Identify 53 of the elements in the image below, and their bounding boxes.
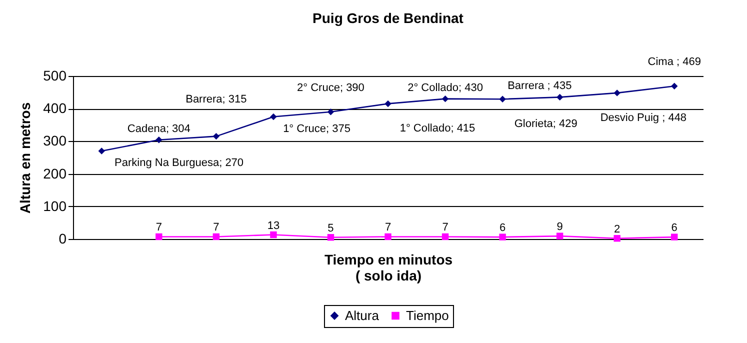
- data-label: Cadena; 304: [127, 122, 190, 135]
- y-tick-label: 200: [43, 165, 67, 182]
- y-tick-label: 300: [43, 132, 67, 149]
- data-label: 9: [556, 221, 563, 234]
- legend-label: Tiempo: [406, 308, 449, 323]
- point: [671, 82, 678, 90]
- y-tick-label: 100: [43, 198, 67, 214]
- point: [442, 233, 449, 240]
- point: [270, 231, 277, 238]
- data-label: 7: [442, 222, 448, 234]
- data-label: 7: [384, 222, 392, 234]
- point: [499, 234, 506, 240]
- y-tick-label: 0: [58, 230, 67, 246]
- data-label: Desvio Puig ; 448: [600, 112, 687, 124]
- point: [556, 232, 564, 240]
- point: [98, 148, 105, 154]
- point: [442, 95, 449, 102]
- point: [499, 96, 506, 102]
- data-label: 6: [499, 222, 506, 234]
- point: [212, 233, 220, 240]
- y-tick-label: 400: [43, 100, 67, 116]
- point: [212, 132, 220, 140]
- legend-label: Altura: [345, 308, 380, 323]
- point: [556, 94, 564, 101]
- data-label: Glorieta; 429: [514, 118, 578, 130]
- point: [614, 90, 620, 96]
- chart-title: Puig Gros de Bendinat: [312, 10, 464, 26]
- data-label: 7: [213, 222, 220, 234]
- data-label: Barrera ; 435: [508, 80, 572, 92]
- point: [327, 108, 334, 116]
- y-axis-title: Altura en metros: [17, 102, 34, 214]
- point: [327, 234, 334, 241]
- point: [384, 100, 392, 108]
- data-label: 13: [267, 220, 280, 232]
- data-label: 6: [671, 222, 678, 234]
- data-label: 7: [156, 222, 162, 234]
- data-label: Cima ; 469: [648, 56, 701, 68]
- point: [671, 234, 678, 240]
- data-label: 2° Cruce; 390: [297, 82, 364, 94]
- y-tick-label: 500: [43, 68, 67, 84]
- data-label: 1° Cruce; 375: [283, 122, 350, 135]
- data-label: 2: [614, 223, 620, 236]
- data-label: 2° Collado; 430: [408, 82, 483, 94]
- point: [270, 113, 277, 120]
- data-label: 5: [328, 222, 334, 234]
- data-label: 1° Collado; 415: [400, 122, 476, 135]
- x-axis-title: Tiempo en minutos ( solo ida): [324, 252, 453, 284]
- point: [156, 136, 162, 144]
- point: [614, 234, 620, 242]
- data-label: Barrera; 315: [186, 93, 247, 106]
- data-label: Parking Na Burguesa; 270: [114, 156, 244, 169]
- point: [156, 233, 162, 240]
- point: [384, 233, 392, 240]
